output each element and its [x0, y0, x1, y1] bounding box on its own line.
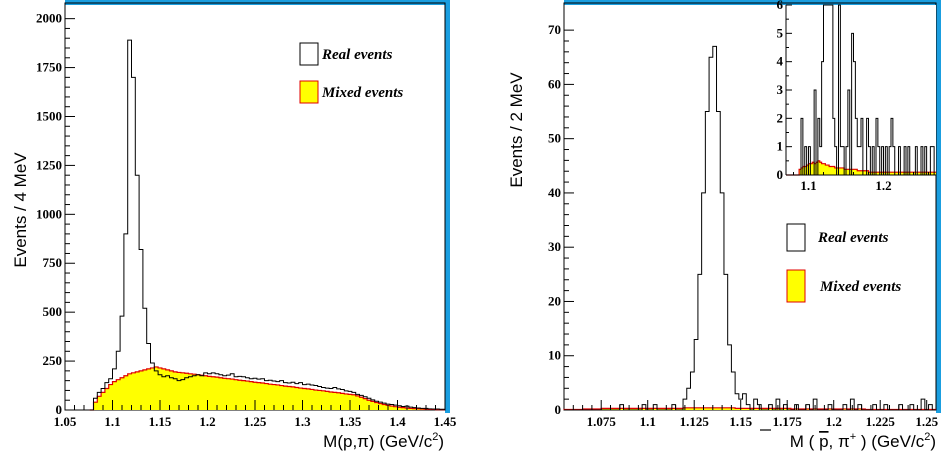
right-mixed-line: [563, 407, 936, 411]
left-x-tick-label: 1.35: [339, 414, 362, 429]
right-x-tick-label: 1.25: [915, 414, 938, 429]
left-legend-mixed-swatch: [299, 80, 319, 104]
left-x-tick-label: 1.05: [54, 414, 77, 429]
inset-y-tick-label: 4: [777, 54, 784, 69]
right-y-tick-label: 40: [548, 185, 561, 200]
left-real-histogram: [89, 39, 445, 411]
left-plot-frame: [64, 2, 446, 411]
right-legend-mixed-label: Mixed events: [819, 279, 901, 295]
left-mixed-histogram: [89, 366, 445, 411]
inset-y-tick-label: 3: [777, 82, 784, 97]
left-x-axis-title: M(p,π) (GeV/c2): [323, 431, 444, 451]
right-x-tick-label: 1.075: [587, 414, 617, 429]
inset-y-tick-label: 5: [777, 25, 784, 40]
left-y-tick-label: 500: [43, 304, 63, 319]
left-y-axis-title: Events / 4 MeV: [11, 152, 30, 268]
inset-y-tick-label: 6: [777, 0, 784, 12]
left-x-tick-label: 1.3: [294, 414, 311, 429]
right-y-axis: 0 10 20 30 40 50 60 70: [548, 22, 574, 417]
right-x-tick-label: 1.15: [729, 414, 752, 429]
left-x-axis: 1.05 1.1 1.15 1.2 1.25 1.3 1.35 1.4 1.45: [54, 400, 457, 429]
right-y-tick-label: 70: [548, 22, 561, 37]
inset-y-tick-label: 1: [777, 139, 784, 154]
left-legend-real-swatch: [299, 42, 319, 66]
right-inset-chart: 0 1 2 3 4 5 6 1.1 1.2: [777, 0, 936, 193]
inset-y-axis: 0 1 2 3 4 5 6: [777, 0, 792, 182]
right-frame-shadow-right: [936, 0, 941, 413]
right-x-axis: 1.075 1.1 1.125 1.15 1.175 1.2 1.225 1.25: [572, 400, 939, 429]
right-legend: Real events Mixed events: [786, 223, 901, 303]
right-y-tick-label: 60: [548, 76, 561, 91]
right-legend-real-label: Real events: [817, 230, 889, 246]
right-real-histogram: [564, 45, 936, 411]
inset-y-tick-label: 0: [777, 167, 784, 182]
right-y-tick-label: 20: [548, 293, 561, 308]
left-x-tick-label: 1.1: [104, 414, 120, 429]
left-y-tick-label: 0: [56, 402, 63, 417]
inset-x-axis: 1.1 1.2: [793, 169, 929, 193]
left-mixed-line: [89, 366, 445, 411]
left-x-tick-label: 1.2: [199, 414, 215, 429]
right-x-tick-label: 1.1: [640, 414, 656, 429]
left-y-tick-label: 1500: [36, 108, 62, 123]
left-x-tick-label: 1.15: [149, 414, 172, 429]
left-y-tick-label: 1750: [36, 60, 62, 75]
right-y-tick-label: 50: [548, 131, 561, 146]
inset-y-tick-label: 2: [777, 110, 784, 125]
inset-x-tick-label: 1.1: [800, 178, 816, 193]
right-y-axis-title: Events / 2 MeV: [507, 72, 526, 188]
right-x-tick-label: 1.125: [680, 414, 710, 429]
left-legend: Real events Mixed events: [299, 42, 403, 104]
inset-x-tick-label: 1.2: [875, 178, 891, 193]
left-y-tick-label: 250: [43, 353, 63, 368]
right-legend-mixed-swatch: [786, 269, 806, 303]
left-x-tick-label: 1.45: [434, 414, 457, 429]
right-y-tick-label: 10: [548, 348, 561, 363]
right-x-tick-label: 1.2: [826, 414, 842, 429]
right-legend-real-swatch: [786, 223, 806, 252]
right-y-tick-label: 0: [555, 402, 562, 417]
left-y-tick-label: 1000: [36, 206, 62, 221]
left-y-axis: 0 250 500 750 1000 1250 1500 1750 2000: [36, 11, 75, 417]
left-x-tick-label: 1.25: [244, 414, 267, 429]
left-real-line: [89, 39, 445, 411]
left-legend-real-label: Real events: [321, 47, 393, 63]
left-y-tick-label: 1250: [36, 157, 62, 172]
right-y-tick-label: 30: [548, 239, 561, 254]
left-y-tick-label: 750: [43, 255, 63, 270]
right-x-tick-label: 1.175: [773, 414, 803, 429]
left-x-tick-label: 1.4: [389, 414, 406, 429]
left-frame-shadow-right: [445, 0, 450, 413]
right-real-line: [564, 45, 936, 411]
right-x-tick-label: 1.225: [866, 414, 896, 429]
inset-mixed-fill: [786, 160, 936, 175]
right-x-axis-title: M ( p, π+ ) (GeV/c2): [790, 431, 936, 451]
left-mixed-fill: [89, 366, 445, 410]
left-y-tick-label: 2000: [36, 11, 62, 26]
left-legend-mixed-label: Mixed events: [321, 85, 403, 101]
